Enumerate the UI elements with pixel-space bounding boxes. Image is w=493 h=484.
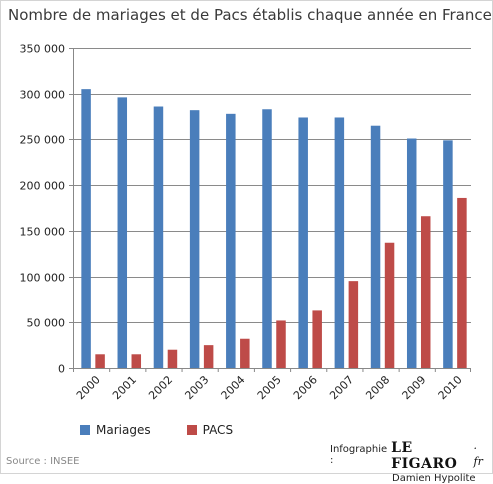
- x-tick-label: 2005: [255, 373, 284, 402]
- bar-pacs-2003: [203, 345, 214, 368]
- x-tick-label: 2008: [363, 373, 392, 402]
- y-tick-label: 300 000: [20, 89, 66, 102]
- legend-swatch-mariages: [80, 425, 90, 435]
- bar-pacs-2008: [384, 242, 395, 368]
- x-tick-label: 2000: [74, 373, 103, 402]
- y-tick-label: 250 000: [20, 134, 66, 147]
- credit-author: Damien Hypolite: [392, 473, 476, 484]
- x-tick-label: 2001: [110, 373, 139, 402]
- y-tick-label: 0: [58, 363, 65, 376]
- source-note: Source : INSEE: [6, 456, 80, 467]
- legend-label-mariages: Mariages: [96, 423, 151, 437]
- bar-pacs-2001: [131, 354, 142, 368]
- bar-mariages-2005: [262, 109, 272, 368]
- bar-pacs-2009: [420, 216, 431, 368]
- y-tick-label: 100 000: [20, 272, 66, 285]
- bar-mariages-2009: [406, 138, 417, 368]
- bar-pacs-2002: [167, 349, 178, 368]
- le-figaro-logo: LE FIGARO: [391, 440, 458, 472]
- bar-pacs-2010: [457, 197, 467, 368]
- bar-mariages-2007: [334, 117, 345, 368]
- x-tick-label: 2003: [182, 373, 211, 402]
- legend: Mariages PACS: [80, 423, 269, 437]
- credit: Infographie : LE FIGARO · fr Damien Hypo…: [330, 440, 488, 484]
- x-tick-label: 2002: [146, 373, 175, 402]
- bar-pacs-2004: [240, 338, 250, 368]
- x-tick-label: 2009: [400, 373, 429, 402]
- x-axis: 2000 2001 2002 2003 2004 2005 2006 2007 2008 2009…: [73, 368, 471, 402]
- y-axis: 0 50 000 100 000 150 000 200 000 250 000 300 0…: [20, 43, 74, 376]
- bar-pacs-2005: [276, 320, 286, 368]
- y-tick-label: 200 000: [20, 180, 66, 193]
- y-tick-label: 50 000: [27, 317, 66, 330]
- credit-prefix: Infographie :: [330, 444, 388, 466]
- y-tick-label: 350 000: [20, 43, 66, 56]
- bar-mariages-2003: [189, 110, 200, 369]
- bars: [81, 89, 467, 369]
- bar-mariages-2006: [298, 117, 308, 368]
- legend-label-pacs: PACS: [202, 423, 234, 437]
- x-tick-label: 2010: [436, 373, 465, 402]
- bar-chart: 0 50 000 100 000 150 000 200 000 250 000 300 0…: [20, 43, 471, 402]
- bar-mariages-2002: [153, 106, 164, 368]
- logo-suffix: · fr: [473, 442, 483, 468]
- bar-mariages-2008: [370, 125, 381, 368]
- bar-mariages-2004: [226, 113, 236, 368]
- bar-pacs-2007: [348, 281, 359, 368]
- x-tick-label: 2006: [291, 373, 320, 402]
- bar-pacs-2006: [312, 310, 322, 368]
- bar-mariages-2010: [443, 140, 453, 368]
- y-tick-label: 150 000: [20, 226, 66, 239]
- legend-item-pacs: PACS: [186, 423, 234, 437]
- chart-title: Nombre de mariages et de Pacs établis ch…: [8, 6, 492, 24]
- bar-mariages-2001: [117, 97, 128, 368]
- x-tick-label: 2007: [327, 373, 356, 402]
- legend-item-mariages: Mariages: [80, 423, 151, 437]
- legend-swatch-pacs: [186, 425, 197, 435]
- gridlines: [73, 48, 471, 323]
- bar-mariages-2000: [81, 89, 91, 369]
- x-tick-label: 2004: [219, 373, 248, 402]
- bar-pacs-2000: [95, 354, 105, 368]
